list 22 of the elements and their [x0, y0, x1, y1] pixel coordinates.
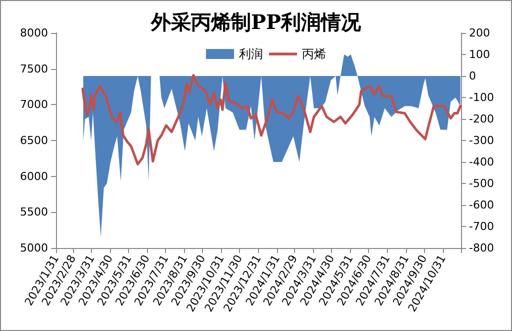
y-tick-label: 8000 [20, 26, 48, 40]
y-tick-label: 6000 [20, 170, 48, 183]
legend-label: 利润 [239, 47, 263, 61]
y-tick-label: 7500 [20, 62, 48, 76]
y2-tick-label: 0 [469, 70, 476, 82]
y-tick-label: 5000 [20, 242, 48, 254]
y-tick-label: 7000 [20, 98, 48, 112]
y2-tick-label: -200 [469, 112, 494, 126]
y-tick-label: 5500 [20, 206, 48, 219]
y2-tick-label: -700 [469, 220, 494, 233]
y2-tick-label: -600 [469, 198, 494, 212]
y2-tick-label: -500 [469, 177, 494, 190]
y-tick-label: 6500 [20, 134, 48, 147]
y2-tick-label: 200 [469, 26, 490, 40]
line-series [81, 74, 462, 166]
chart-title: 外采丙烯制PP利润情况 [150, 10, 362, 34]
y2-tick-label: -800 [469, 242, 494, 254]
y2-tick-label: -300 [469, 134, 494, 147]
legend-label: 丙烯 [302, 47, 326, 61]
y2-tick-label: -100 [469, 91, 494, 104]
y2-tick-label: -400 [469, 156, 494, 168]
y2-tick-label: 100 [469, 48, 490, 61]
